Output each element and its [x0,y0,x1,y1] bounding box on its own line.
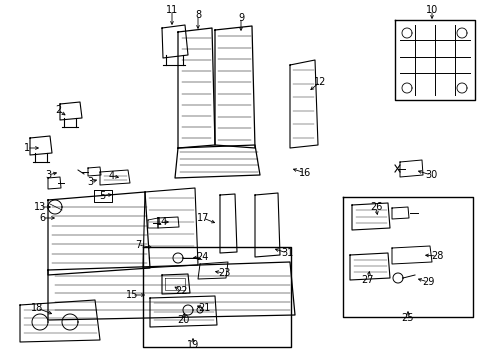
Text: 11: 11 [165,5,178,15]
Text: 5: 5 [99,191,105,201]
Text: 30: 30 [424,170,436,180]
Text: 31: 31 [280,248,292,258]
Text: 6: 6 [39,213,45,223]
Text: 27: 27 [361,275,373,285]
Text: 17: 17 [196,213,209,223]
Text: 22: 22 [174,286,187,296]
Text: 14: 14 [156,217,168,227]
Text: 15: 15 [125,290,138,300]
Text: 4: 4 [109,171,115,181]
Text: 3: 3 [45,170,51,180]
Text: 12: 12 [313,77,325,87]
Text: 3: 3 [87,177,93,187]
Text: 23: 23 [217,268,230,278]
Text: 8: 8 [195,10,201,20]
Text: 1: 1 [24,143,30,153]
Text: 28: 28 [430,251,442,261]
Text: 29: 29 [421,277,433,287]
Text: 20: 20 [177,315,189,325]
Text: 7: 7 [135,240,141,250]
Text: 24: 24 [195,252,208,262]
Text: 10: 10 [425,5,437,15]
Text: 9: 9 [238,13,244,23]
Text: 16: 16 [298,168,310,178]
Text: 21: 21 [198,303,210,313]
Text: 25: 25 [401,313,413,323]
Text: 2: 2 [55,105,61,115]
Text: 18: 18 [31,303,43,313]
Text: 19: 19 [186,340,199,350]
Text: 13: 13 [34,202,46,212]
Text: 26: 26 [369,202,382,212]
